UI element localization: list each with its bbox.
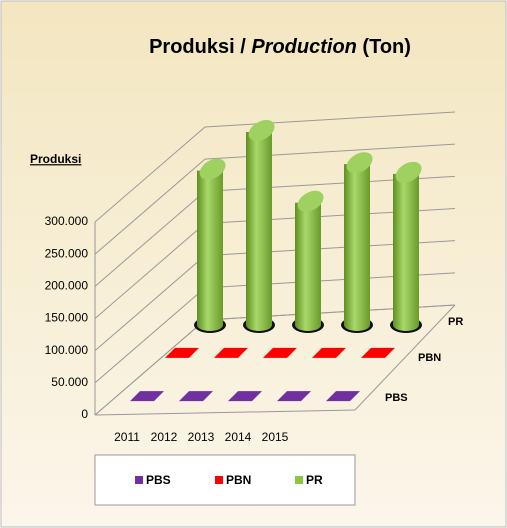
bar-top xyxy=(297,190,324,212)
legend-swatch xyxy=(295,476,303,484)
y-tick-label: 50.000 xyxy=(51,375,88,389)
bar-top xyxy=(199,158,226,180)
x-tick-label: 2015 xyxy=(262,430,289,444)
bar xyxy=(165,347,199,358)
bar-top xyxy=(248,120,275,141)
series-label: PBN xyxy=(418,352,441,364)
bar xyxy=(393,173,419,331)
y-tick-label: 150.000 xyxy=(45,311,89,325)
legend-swatch xyxy=(215,476,223,484)
x-tick-label: 2013 xyxy=(188,430,215,444)
bar xyxy=(295,202,321,331)
series-label: PR xyxy=(448,316,463,328)
wall xyxy=(354,304,456,411)
bar xyxy=(246,132,272,331)
bar-top xyxy=(346,152,373,174)
y-tick-label: 250.000 xyxy=(45,246,89,260)
legend-label: PR xyxy=(306,473,323,487)
x-tick-label: 2011 xyxy=(114,430,140,444)
bar xyxy=(344,164,370,331)
x-tick-label: 2012 xyxy=(151,430,178,444)
bar xyxy=(197,170,223,331)
grid-line xyxy=(94,143,456,255)
grid-line xyxy=(94,111,456,223)
axis xyxy=(94,409,356,416)
y-tick-label: 300.000 xyxy=(45,214,89,228)
y-tick-label: 200.000 xyxy=(45,279,89,293)
bar xyxy=(228,391,262,402)
x-tick-label: 2014 xyxy=(225,430,252,444)
y-axis-label: Produksi xyxy=(30,152,81,166)
bar-top xyxy=(395,161,422,183)
legend-label: PBN xyxy=(226,473,251,487)
chart-title: Produksi / Production (Ton) xyxy=(149,36,411,58)
bar xyxy=(214,347,248,358)
legend-swatch xyxy=(135,476,143,484)
y-tick-label: 100.000 xyxy=(45,343,89,357)
bar xyxy=(312,347,346,358)
series-label: PBS xyxy=(385,392,408,404)
bar xyxy=(130,391,164,402)
y-tick-label: 0 xyxy=(81,407,88,421)
bar xyxy=(326,391,360,402)
bar xyxy=(277,391,311,402)
bar xyxy=(263,347,297,358)
bar xyxy=(361,347,395,358)
legend-label: PBS xyxy=(146,473,171,487)
bar xyxy=(179,391,213,402)
